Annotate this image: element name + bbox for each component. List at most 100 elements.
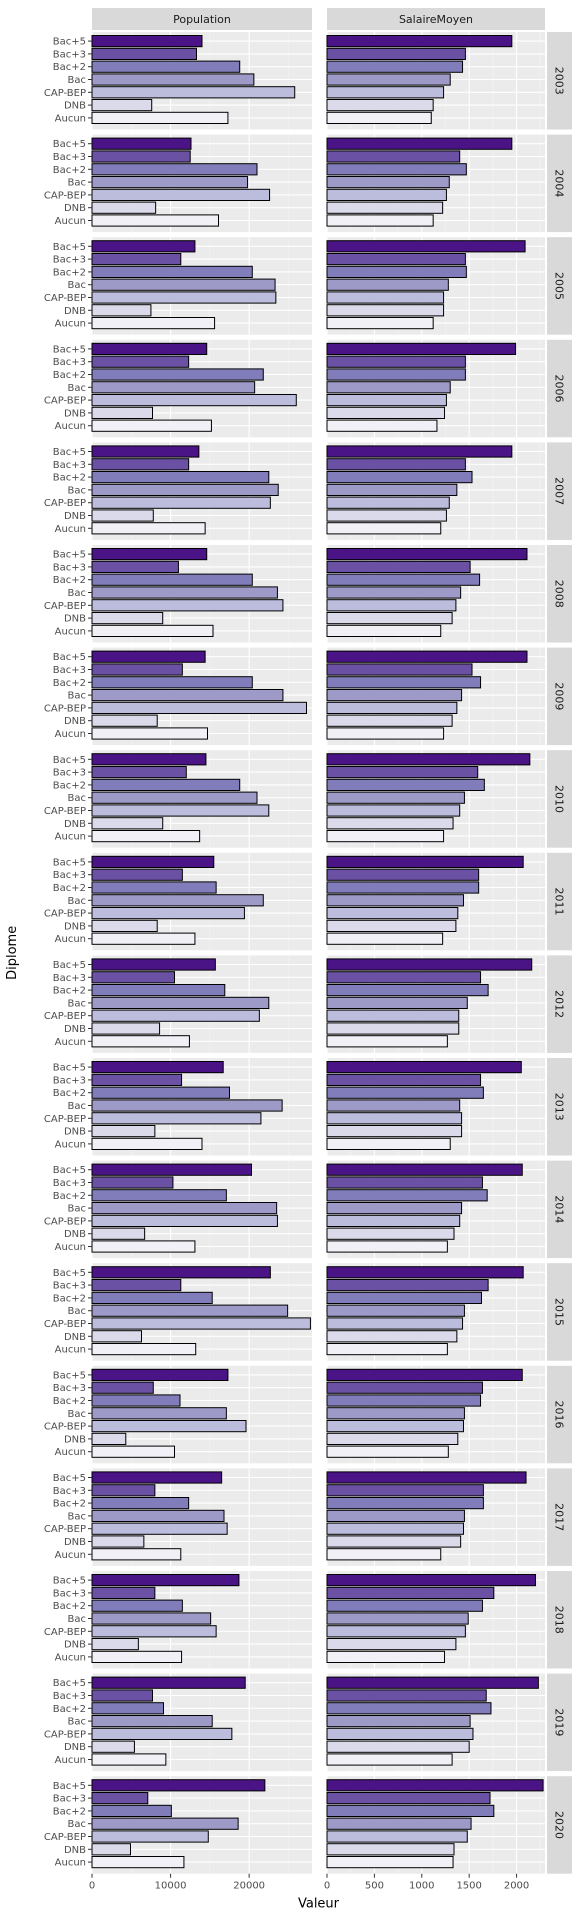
y-tick-label: Bac <box>68 75 87 86</box>
panel-Population-2012 <box>91 955 312 1053</box>
y-tick-label: Aucun <box>55 216 86 227</box>
y-tick-label: Aucun <box>55 1858 86 1869</box>
bar-DNB-SalaireMoyen-2004 <box>326 201 444 214</box>
bar-DNB-Population-2016 <box>91 1432 127 1446</box>
bar-Bac+2-Population-2004 <box>91 163 258 176</box>
y-tick-label: Bac+2 <box>53 1601 86 1612</box>
bar-DNB-Population-2014 <box>91 1227 146 1240</box>
bar-CAP-BEP-SalaireMoyen-2004 <box>326 188 447 202</box>
bar-Aucun-Population-2011 <box>91 932 196 945</box>
panel-SalaireMoyen-2016 <box>326 1365 545 1464</box>
y-tick-label: Bac <box>68 280 87 291</box>
bar-CAP-BEP-Population-2020 <box>91 1830 209 1843</box>
bar-DNB-Population-2005 <box>91 304 152 317</box>
bar-CAP-BEP-SalaireMoyen-2012 <box>326 1009 460 1022</box>
y-tick-label: Aucun <box>55 1037 86 1048</box>
bar-Bac+2-SalaireMoyen-2010 <box>326 778 485 791</box>
row-strip-label: 2005 <box>553 272 566 300</box>
bar-Bac-Population-2013 <box>91 1099 283 1112</box>
y-tick-label: Bac+3 <box>53 1486 86 1497</box>
bar-Aucun-SalaireMoyen-2014 <box>326 1240 448 1253</box>
bar-Bac-Population-2008 <box>91 586 278 599</box>
y-tick-label: CAP-BEP <box>44 1114 86 1125</box>
y-tick-label: Bac+5 <box>53 652 86 663</box>
bar-Bac-Population-2020 <box>91 1817 239 1830</box>
panel-SalaireMoyen-2013 <box>326 1058 545 1156</box>
bar-DNB-Population-2017 <box>91 1535 145 1548</box>
bar-Bac+3-Population-2006 <box>91 355 190 368</box>
y-tick-label: Bac+3 <box>53 768 86 779</box>
bar-DNB-Population-2011 <box>91 919 158 932</box>
bar-CAP-BEP-SalaireMoyen-2016 <box>326 1420 464 1433</box>
bar-Bac+3-SalaireMoyen-2011 <box>326 868 480 881</box>
y-tick-label: DNB <box>64 614 86 625</box>
bar-Bac-SalaireMoyen-2004 <box>326 176 450 189</box>
y-tick-label: Bac+3 <box>53 1383 86 1394</box>
y-tick-label: Bac+3 <box>53 1794 86 1805</box>
panel-SalaireMoyen-2017 <box>326 1468 545 1566</box>
panel-SalaireMoyen-2014 <box>326 1160 545 1259</box>
panel-SalaireMoyen-2005 <box>326 237 545 335</box>
y-tick-label: Bac+2 <box>53 1088 86 1099</box>
bar-Bac+5-SalaireMoyen-2010 <box>326 753 531 766</box>
y-tick-label: CAP-BEP <box>44 293 86 304</box>
panel-Population-2014 <box>91 1160 312 1259</box>
y-tick-label: Aucun <box>55 524 86 535</box>
y-tick-label: Bac <box>68 1717 87 1728</box>
y-tick-label: Bac+5 <box>53 139 86 150</box>
bar-Aucun-Population-2010 <box>91 830 201 843</box>
y-tick-label: Bac+2 <box>53 473 86 484</box>
row-strips: 2003 2004 2005 2006 2007 2008 2009 2010 2011 2012… <box>547 32 572 1874</box>
row-strip <box>547 442 572 540</box>
row-strip <box>547 750 572 848</box>
bar-CAP-BEP-Population-2014 <box>91 1214 278 1228</box>
y-tick-label: CAP-BEP <box>44 1422 86 1433</box>
bar-Bac-SalaireMoyen-2003 <box>326 73 451 86</box>
y-tick-label: Aucun <box>55 1447 86 1458</box>
bar-CAP-BEP-Population-2008 <box>91 599 284 612</box>
panel-Population-2016 <box>91 1365 312 1464</box>
y-tick-label: Bac <box>68 691 87 702</box>
bar-Bac+2-Population-2011 <box>91 881 217 894</box>
panel-SalaireMoyen-2009 <box>326 647 545 746</box>
bar-Bac-Population-2011 <box>91 894 264 907</box>
y-tick-label: DNB <box>64 1127 86 1138</box>
bar-DNB-SalaireMoyen-2014 <box>326 1227 455 1240</box>
y-tick-label: Bac+5 <box>53 550 86 561</box>
bar-Bac-Population-2005 <box>91 278 276 291</box>
y-tick-label: Bac+5 <box>53 1268 86 1279</box>
bar-CAP-BEP-SalaireMoyen-2018 <box>326 1625 466 1638</box>
row-strip-label: 2012 <box>553 990 566 1018</box>
row-strip-label: 2019 <box>553 1708 566 1736</box>
y-tick-label: Bac <box>68 383 87 394</box>
bar-DNB-SalaireMoyen-2015 <box>326 1330 458 1343</box>
bar-DNB-SalaireMoyen-2012 <box>326 1022 460 1035</box>
bar-Bac+2-Population-2009 <box>91 676 253 689</box>
y-tick-label: Bac+2 <box>53 370 86 381</box>
row-strip <box>547 955 572 1053</box>
panel-SalaireMoyen-2007 <box>326 442 545 540</box>
bar-Bac+5-SalaireMoyen-2013 <box>326 1061 522 1074</box>
bar-Bac+3-SalaireMoyen-2014 <box>326 1176 483 1189</box>
x-tick-label: 10000 <box>155 1881 187 1892</box>
bar-Bac-SalaireMoyen-2020 <box>326 1817 472 1830</box>
row-strip-label: 2017 <box>553 1503 566 1531</box>
y-tick-label: Bac+5 <box>53 1576 86 1587</box>
panel-Population-2015 <box>91 1263 312 1361</box>
row-strip <box>547 339 572 438</box>
bar-Bac+3-Population-2018 <box>91 1586 156 1600</box>
panel-Population-2018 <box>91 1571 312 1669</box>
y-tick-label: Bac <box>68 1204 87 1215</box>
y-tick-label: CAP-BEP <box>44 601 86 612</box>
bar-Bac+3-SalaireMoyen-2004 <box>326 150 461 163</box>
x-tick-label: 0 <box>89 1881 95 1892</box>
y-tick-label: Bac <box>68 1101 87 1112</box>
y-tick-label: Bac+2 <box>53 883 86 894</box>
y-tick-label: Bac+2 <box>53 62 86 73</box>
bar-Bac+3-Population-2005 <box>91 253 182 266</box>
y-tick-label: CAP-BEP <box>44 703 86 714</box>
column-strip-label: Population <box>173 13 231 26</box>
panel-Population-2003 <box>91 32 312 130</box>
y-tick-label: Bac <box>68 998 87 1009</box>
bar-DNB-SalaireMoyen-2011 <box>326 919 457 932</box>
